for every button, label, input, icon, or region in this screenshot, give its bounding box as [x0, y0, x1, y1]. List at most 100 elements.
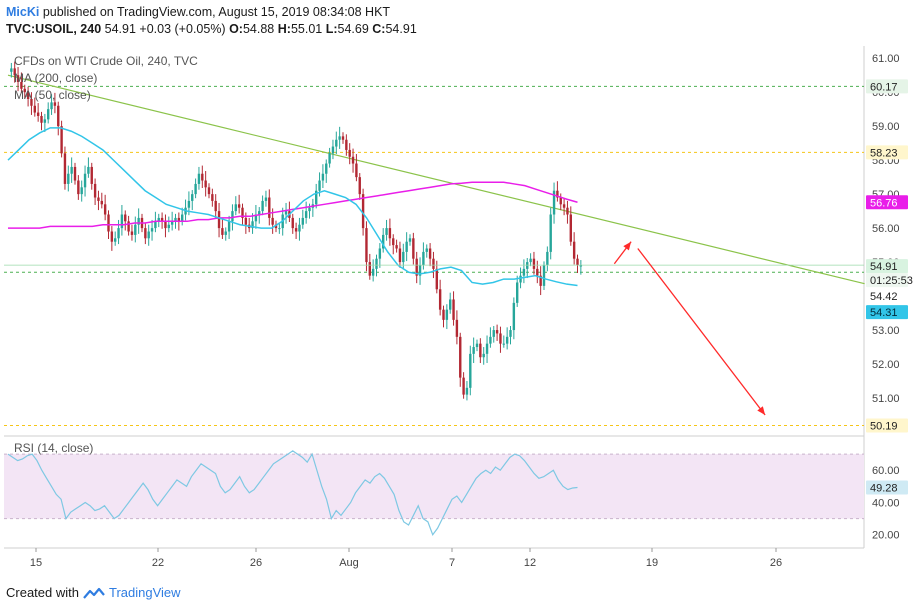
- candle-body: [107, 214, 110, 232]
- price-tag-text: 50.19: [870, 421, 898, 433]
- candle-body: [321, 173, 325, 181]
- candle-body: [509, 330, 512, 337]
- candle-body: [298, 224, 301, 232]
- low-label: L:: [325, 22, 338, 36]
- price-tick: 51.00: [872, 393, 900, 405]
- candles: [10, 61, 583, 401]
- candle-body: [187, 200, 191, 208]
- candle-body: [459, 336, 462, 378]
- candle-body: [207, 187, 211, 195]
- candle-body: [73, 166, 77, 181]
- candle-body: [412, 238, 415, 259]
- candle-body: [204, 180, 207, 188]
- candle-body: [150, 228, 154, 232]
- candle-body: [552, 190, 556, 215]
- candle-body: [452, 299, 455, 320]
- price-tag-bg: [866, 273, 908, 288]
- author-name[interactable]: MicKi: [6, 5, 40, 19]
- footer: Created with TradingView: [6, 585, 181, 600]
- candle-body: [556, 190, 559, 198]
- price-tag-text: 54.91: [870, 261, 898, 273]
- candle-body: [475, 343, 479, 348]
- candle-body: [371, 268, 375, 276]
- candle-body: [492, 330, 495, 337]
- candle-body: [80, 187, 83, 195]
- forecast-arrows[interactable]: [613, 241, 766, 416]
- candle-body: [485, 343, 489, 354]
- candle-body: [47, 109, 50, 120]
- candle-body: [469, 353, 472, 388]
- candle-body: [170, 221, 174, 225]
- candle-body: [87, 166, 90, 174]
- close-value: 54.91: [385, 22, 417, 36]
- candle-body: [308, 207, 311, 212]
- trend-line[interactable]: [7, 74, 865, 285]
- candle-body: [482, 353, 485, 358]
- candle-body: [348, 149, 351, 157]
- candle-body: [559, 197, 562, 205]
- time-tick: 15: [30, 557, 42, 569]
- price-tag-text: 60.17: [870, 81, 898, 93]
- candle-body: [244, 217, 248, 225]
- price-tag-bg: [866, 259, 908, 274]
- candle-body: [201, 173, 204, 181]
- arrow-down[interactable]: [637, 248, 766, 416]
- candle-body: [328, 153, 331, 164]
- candle-body: [375, 258, 378, 269]
- candle-body: [221, 228, 224, 235]
- tradingview-logo-icon: [83, 587, 105, 599]
- candle-body: [120, 214, 124, 229]
- candle-body: [43, 119, 47, 123]
- candle-body: [465, 387, 469, 395]
- price-tick: 53.00: [872, 325, 900, 337]
- candle-body: [278, 228, 281, 230]
- candle-body: [97, 197, 100, 201]
- candle-body: [30, 98, 33, 106]
- rsi-axis-ticks: 60.00 40.00 20.00: [872, 465, 900, 541]
- candle-body: [425, 248, 428, 252]
- candle-body: [351, 156, 355, 164]
- candle-body: [36, 112, 40, 116]
- candle-body: [408, 238, 412, 242]
- candle-body: [392, 238, 395, 246]
- symbol-label: TVC:USOIL, 240: [6, 22, 102, 36]
- ma50-line: [7, 127, 578, 287]
- arrow-down-head: [757, 406, 766, 416]
- candle-body: [536, 268, 539, 276]
- horizontal-levels: [4, 85, 864, 427]
- candle-body: [566, 207, 569, 215]
- candle-body: [388, 228, 392, 239]
- candle-body: [154, 221, 157, 229]
- candle-body: [301, 217, 304, 225]
- candle-body: [60, 126, 63, 154]
- candle-body: [489, 336, 492, 344]
- candle-body: [67, 173, 70, 184]
- candle-body: [341, 136, 345, 140]
- candle-body: [268, 197, 271, 218]
- price-change: +0.03 (+0.05%): [139, 22, 226, 36]
- candle-body: [435, 268, 438, 290]
- tradingview-brand[interactable]: TradingView: [108, 585, 181, 600]
- candle-body: [395, 245, 398, 249]
- price-tick: 59.00: [872, 121, 900, 133]
- open-value: 54.88: [242, 22, 275, 36]
- candle-body: [495, 330, 499, 334]
- candle-body: [144, 228, 147, 239]
- price-tag-bg: [866, 79, 908, 94]
- candle-body: [83, 173, 87, 188]
- candle-body: [438, 289, 442, 310]
- time-tick: 22: [152, 557, 164, 569]
- candle-body: [77, 180, 80, 195]
- candle-body: [542, 265, 546, 286]
- candle-body: [398, 248, 402, 263]
- candle-body: [472, 347, 475, 354]
- candle-body: [13, 68, 16, 76]
- ma50-legend: MA (50, close): [14, 88, 91, 102]
- candle-body: [358, 177, 361, 195]
- candle-body: [579, 265, 583, 267]
- candle-body: [264, 197, 268, 201]
- candle-body: [368, 262, 371, 276]
- price-chart[interactable]: 61.0060.0059.0058.0057.0056.0055.0054.00…: [0, 0, 920, 580]
- high-label: H:: [277, 22, 291, 36]
- candle-body: [294, 228, 298, 232]
